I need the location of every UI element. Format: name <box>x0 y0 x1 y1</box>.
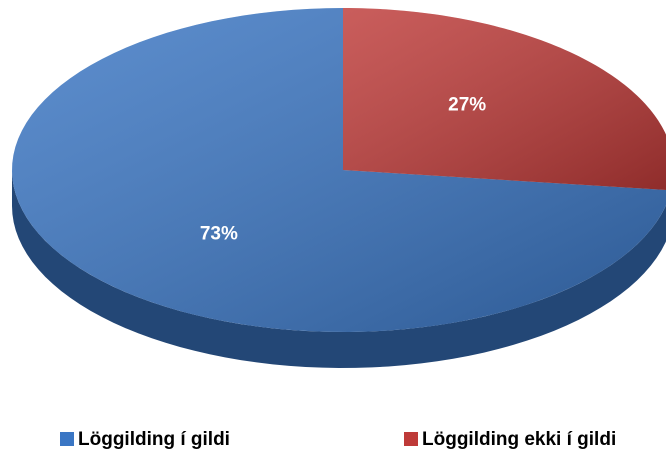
legend-swatch <box>60 432 74 446</box>
legend-label: Löggilding ekki í gildi <box>422 429 616 450</box>
legend-swatch <box>404 432 418 446</box>
pie-side <box>12 170 666 368</box>
pie-slice-shade <box>12 8 666 332</box>
pie-slice-shade <box>343 8 666 190</box>
data-label: 27% <box>448 95 486 116</box>
data-label: 73% <box>200 223 238 244</box>
legend-label: Löggilding í gildi <box>78 429 230 450</box>
